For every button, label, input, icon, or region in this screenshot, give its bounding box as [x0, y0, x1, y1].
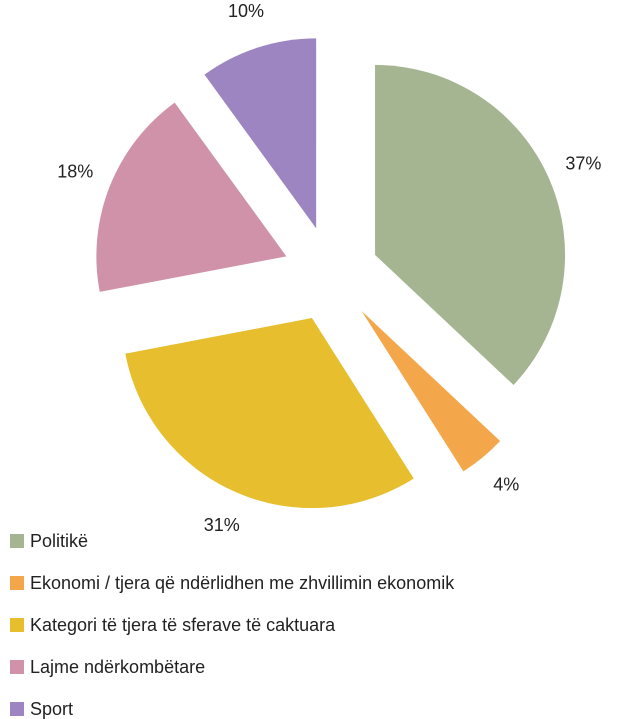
pie-slice [375, 64, 566, 386]
pie-slice [361, 310, 501, 472]
pie-slice [204, 38, 317, 229]
data-label: 4% [493, 475, 519, 495]
legend-label: Kategori të tjera të sferave të caktuara [30, 615, 336, 635]
data-label: 18% [57, 162, 93, 182]
data-label: 31% [204, 515, 240, 535]
pie-slice [125, 318, 414, 509]
legend-label: Politikë [30, 531, 88, 551]
legend-swatch [10, 534, 24, 548]
legend-swatch [10, 618, 24, 632]
legend-swatch [10, 660, 24, 674]
legend-swatch [10, 702, 24, 716]
pie-slice [96, 102, 287, 292]
legend-label: Sport [30, 699, 73, 719]
legend-label: Lajme ndërkombëtare [30, 657, 205, 677]
data-label: 10% [228, 1, 264, 21]
data-label: 37% [565, 154, 601, 174]
legend-label: Ekonomi / tjera që ndërlidhen me zhvilli… [30, 573, 455, 593]
legend-swatch [10, 576, 24, 590]
